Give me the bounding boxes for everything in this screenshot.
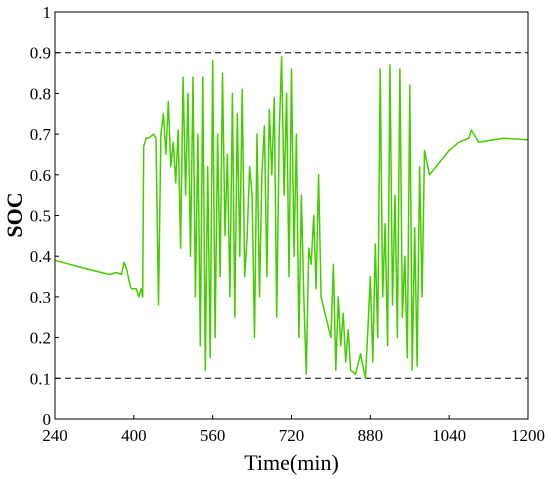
x-axis-ticks: 240 400 560 720 880 1040 1200 (42, 415, 545, 445)
y-tick-label: 0.6 (30, 166, 51, 185)
reference-lines (55, 52, 528, 379)
x-tick-label: 240 (42, 426, 68, 445)
x-tick-label: 560 (200, 426, 226, 445)
y-tick-label: 0.3 (30, 288, 51, 307)
x-axis-title: Time(min) (244, 450, 339, 475)
series-line-0 (54, 56, 529, 380)
y-tick-label: 0.7 (30, 125, 52, 144)
y-tick-label: 0 (43, 410, 52, 429)
y-tick-label: 1 (43, 3, 52, 22)
y-axis-title: SOC (2, 192, 27, 237)
x-tick-label: 1040 (432, 426, 466, 445)
x-tick-label: 720 (279, 426, 305, 445)
y-tick-label: 0.1 (30, 369, 51, 388)
y-tick-label: 0.4 (30, 247, 52, 266)
x-tick-label: 880 (358, 426, 384, 445)
y-tick-label: 0.2 (30, 329, 51, 348)
y-tick-label: 0.9 (30, 44, 51, 63)
x-tick-label: 1200 (511, 426, 545, 445)
series-layer (54, 56, 529, 380)
y-tick-label: 0.8 (30, 84, 51, 103)
y-axis-ticks: 0 0.1 0.2 0.3 0.4 0.5 0.6 0.7 0.8 0.9 1 (30, 3, 59, 429)
y-tick-label: 0.5 (30, 207, 51, 226)
x-tick-label: 400 (121, 426, 147, 445)
